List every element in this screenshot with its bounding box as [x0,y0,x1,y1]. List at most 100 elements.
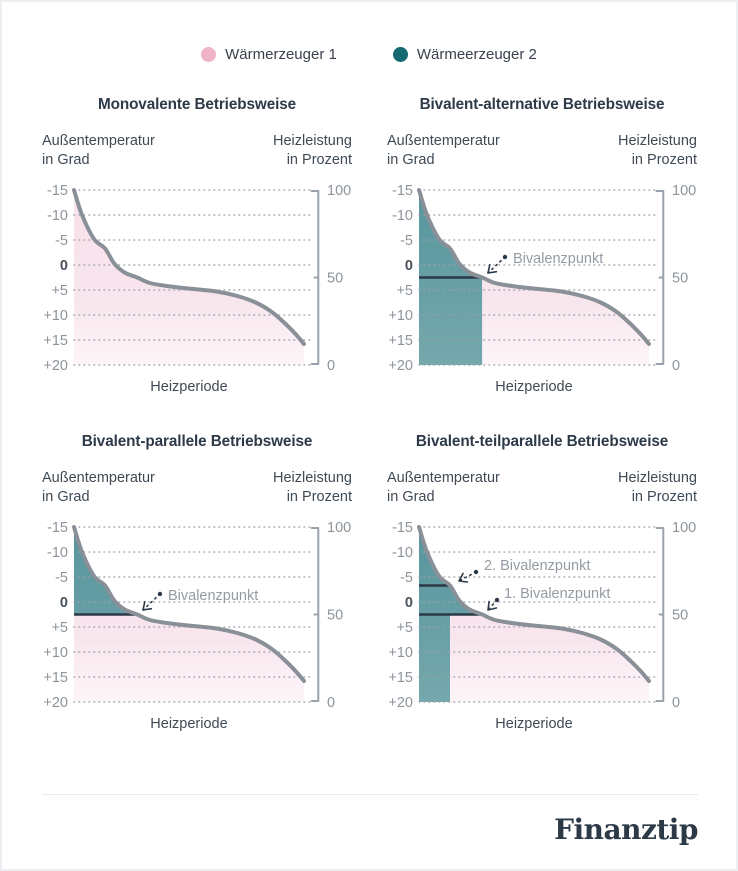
temp-tick-label: +20 [388,695,413,711]
chart-bivalent-alternativ: Bivalent-alternative Betriebsweise Außen… [387,96,697,397]
percent-tick-label: 50 [672,271,688,287]
chart-monovalent: Monovalente Betriebsweise Außentemperatu… [42,96,352,397]
heizkurve [417,188,651,346]
right-axis-bracket [655,190,665,365]
right-axis-bracket [310,527,320,702]
temp-tick-label: +5 [396,283,413,299]
chart-plot: 100 50 0 -15 -10 -5 0 +5 +10 +15 +20 2. Bivalenzpun… [388,520,696,711]
chart-plot: 100 50 0 -15 -10 -5 0 +5 +10 +15 +20 [43,183,351,374]
teal-area [74,527,138,615]
legend-label: Wärmerzeuger 1 [225,46,337,63]
x-axis-label: Heizperiode [150,716,228,732]
temp-tick-label: 0 [405,258,413,274]
temp-tick-label: -15 [47,520,68,536]
pink-area [137,614,304,702]
y-right-axis-title: Heizleistung in Prozent [273,133,352,168]
temp-tick-label: -10 [47,545,68,561]
annotation-arrow-line [458,571,477,582]
temp-tick-label: +15 [43,333,68,349]
temp-tick-label: +15 [388,670,413,686]
pink-area [482,614,649,702]
temp-tick-label: +5 [396,620,413,636]
axis-headings: Außentemperatur in Grad Heizleistung in … [42,132,352,169]
annotation-label: 1. Bivalenzpunkt [504,586,610,602]
axis-headings: Außentemperatur in Grad Heizleistung in … [387,132,697,169]
annotation-label: Bivalenzpunkt [513,251,603,267]
annotation-arrow-line [142,593,161,611]
chart-title: Monovalente Betriebsweise [97,96,297,113]
annotation-arrowhead [142,600,153,611]
percent-tick-label: 100 [672,183,696,199]
temp-tick-label: 0 [405,595,413,611]
percent-tick-label: 0 [672,358,680,374]
pink-area [74,614,138,702]
temp-tick-label: -5 [55,233,68,249]
teal-area [419,527,483,615]
annotation-arrowhead [487,263,498,274]
legend-item-waermeerzeuger-2: Wärmeerzeuger 2 [392,46,537,63]
percent-tick-label: 100 [327,183,351,199]
footer-divider [42,794,698,795]
footer: Finanztip [2,795,736,846]
chart-title: Bivalent-teilparallele Betriebsweise [415,433,669,450]
temp-tick-label: +15 [43,670,68,686]
temp-tick-label: +10 [43,308,68,324]
y-right-axis-title: Heizleistung in Prozent [273,470,352,505]
x-axis-label: Heizperiode [495,716,573,732]
heizkurve [72,525,306,683]
temp-tick-label: +10 [388,645,413,661]
chart-title: Bivalent-alternative Betriebsweise [419,96,665,113]
temp-tick-label: -15 [392,520,413,536]
temp-tick-label: -5 [400,233,413,249]
axis-headings: Außentemperatur in Grad Heizleistung in … [387,469,697,506]
heizkurve [417,525,651,683]
teal-dot-icon [392,47,408,62]
percent-tick-label: 50 [672,608,688,624]
axis-headings: Außentemperatur in Grad Heizleistung in … [42,469,352,506]
right-axis-bracket [655,527,665,702]
temp-tick-label: +5 [51,283,68,299]
y-right-axis-title: Heizleistung in Prozent [618,470,697,505]
chart-bivalent-teilparallel: Bivalent-teilparallele Betriebsweise Auß… [387,433,697,734]
y-left-axis-title: Außentemperatur in Grad [42,470,155,505]
percent-tick-label: 0 [327,695,335,711]
temp-tick-label: +15 [388,333,413,349]
pink-area [74,190,304,365]
temp-tick-label: 0 [60,258,68,274]
percent-tick-label: 50 [327,608,343,624]
y-left-axis-title: Außentemperatur in Grad [387,133,500,168]
finanztip-logo: Finanztip [554,813,698,846]
temp-tick-label: +20 [43,358,68,374]
temp-tick-label: +20 [43,695,68,711]
temp-tick-label: +5 [51,620,68,636]
percent-tick-label: 50 [327,271,343,287]
chart-plot: 100 50 0 -15 -10 -5 0 +5 +10 +15 +20 Bivalenzpunkt [388,183,696,374]
temp-tick-label: -5 [55,570,68,586]
temp-tick-label: +20 [388,358,413,374]
temp-tick-label: +10 [43,645,68,661]
chart-bivalent-parallel: Bivalent-parallele Betriebsweise Außente… [42,433,352,734]
annotation-label: 2. Bivalenzpunkt [484,558,590,574]
chart-plot: 100 50 0 -15 -10 -5 0 +5 +10 +15 +20 Bivalenzpunkt [43,520,351,711]
heizkurve [72,188,306,346]
chart-title: Bivalent-parallele Betriebsweise [81,433,313,450]
percent-tick-label: 0 [672,695,680,711]
temp-tick-label: 0 [60,595,68,611]
legend: Wärmerzeuger 1 Wärmeerzeuger 2 [2,46,736,63]
temp-tick-label: -5 [400,570,413,586]
x-axis-label: Heizperiode [150,379,228,395]
y-left-axis-title: Außentemperatur in Grad [387,470,500,505]
annotation-label: Bivalenzpunkt [168,588,258,604]
teal-area [419,614,451,702]
temp-tick-label: -10 [392,545,413,561]
x-axis-label: Heizperiode [495,379,573,395]
charts-grid: Monovalente Betriebsweise Außentemperatu… [2,96,736,734]
temp-tick-label: -10 [47,208,68,224]
percent-tick-label: 0 [327,358,335,374]
temp-tick-label: -15 [47,183,68,199]
percent-tick-label: 100 [327,520,351,536]
annotation-arrowhead [458,572,469,583]
y-right-axis-title: Heizleistung in Prozent [618,133,697,168]
pink-dot-icon [201,47,217,62]
